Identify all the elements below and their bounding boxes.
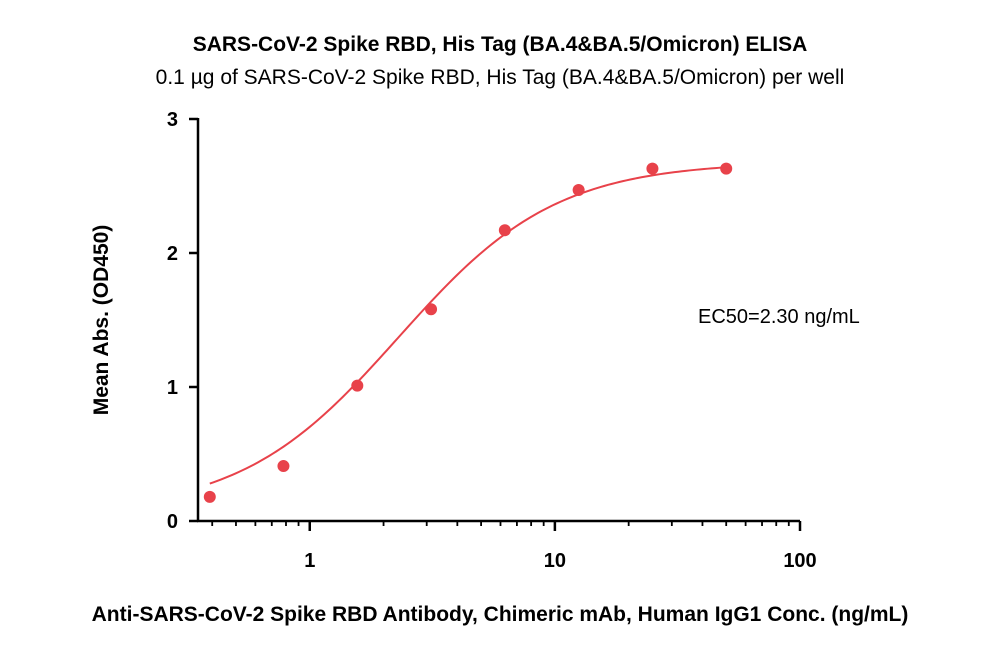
data-point [720, 162, 733, 175]
axes: 0 1 2 3 1 10 100 [167, 109, 817, 572]
data-point [277, 460, 290, 473]
x-tick-label-100: 100 [783, 550, 816, 572]
data-points [203, 162, 733, 503]
y-tick-label-0: 0 [167, 511, 178, 533]
ec50-annotation: EC50=2.30 ng/mL [698, 306, 860, 328]
data-point [203, 490, 216, 503]
fit-curve [209, 166, 727, 485]
data-point [351, 379, 364, 392]
x-tick-label-10: 10 [544, 550, 566, 572]
x-axis-label: Anti-SARS-CoV-2 Spike RBD Antibody, Chim… [92, 603, 909, 626]
chart-title: SARS-CoV-2 Spike RBD, His Tag (BA.4&BA.5… [192, 33, 808, 56]
y-tick-label-2: 2 [167, 243, 178, 265]
y-axis-label: Mean Abs. (OD450) [90, 225, 113, 416]
data-point [498, 224, 511, 237]
data-point [572, 184, 585, 197]
chart-subtitle: 0.1 µg of SARS-CoV-2 Spike RBD, His Tag … [155, 66, 845, 89]
y-tick-label-3: 3 [167, 109, 178, 131]
data-point [646, 162, 659, 175]
data-point [425, 303, 438, 316]
fit-curve-group [209, 166, 727, 485]
x-tick-label-1: 1 [304, 550, 315, 572]
y-tick-label-1: 1 [167, 377, 178, 399]
